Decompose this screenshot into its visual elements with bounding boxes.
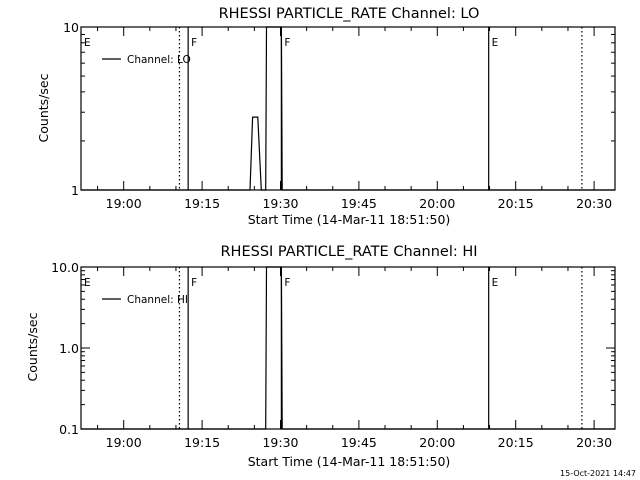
- y-axis-label: Counts/sec: [25, 312, 40, 381]
- axes: 19:00 19:15 19:30 19:45 20:00 20:15 20:30 0.1 1.…: [51, 260, 616, 450]
- data-series: [81, 26, 615, 191]
- event-label: E: [84, 37, 91, 49]
- x-tick-label: 20:15: [498, 435, 534, 450]
- event-label: E: [492, 37, 499, 49]
- x-tick-label: 20:15: [498, 196, 534, 211]
- x-tick-label: 19:30: [262, 435, 298, 450]
- plot-frame: [80, 266, 616, 430]
- legend: Channel: HI: [102, 294, 188, 306]
- axes: 19:00 19:15 19:30 19:45 20:00 20:15 20:30 1 10: [63, 20, 616, 211]
- event-label: F: [191, 277, 197, 289]
- event-label: E: [84, 277, 91, 289]
- y-tick-label: 0.1: [59, 422, 79, 437]
- lo-channel-panel: RHESSI PARTICLE_RATE Channel: LO Start T…: [36, 6, 616, 227]
- data-series: [81, 266, 615, 430]
- x-tick-label: 19:45: [341, 196, 377, 211]
- y-tick-label: 1.0: [59, 341, 79, 356]
- y-tick-label: 10: [63, 20, 79, 35]
- series-line: [81, 266, 615, 430]
- legend-label: Channel: LO: [127, 54, 191, 66]
- hi-channel-panel: RHESSI PARTICLE_RATE Channel: HI Start T…: [25, 244, 616, 469]
- event-label: F: [284, 37, 290, 49]
- y-axis-label: Counts/sec: [36, 73, 51, 142]
- legend: Channel: LO: [102, 54, 191, 66]
- x-axis-label: Start Time (14-Mar-11 18:51:50): [248, 454, 451, 469]
- y-tick-label: 10.0: [51, 260, 79, 275]
- event-label: F: [191, 37, 197, 49]
- x-tick-label: 19:15: [184, 435, 220, 450]
- x-tick-label: 20:30: [576, 435, 612, 450]
- y-tick-label: 1: [71, 183, 79, 198]
- legend-label: Channel: HI: [127, 294, 188, 306]
- plot-frame: [80, 26, 616, 191]
- x-tick-label: 20:00: [419, 435, 455, 450]
- x-tick-label: 19:00: [106, 435, 142, 450]
- x-tick-label: 20:00: [419, 196, 455, 211]
- chart-title: RHESSI PARTICLE_RATE Channel: LO: [219, 6, 480, 22]
- event-label: E: [492, 277, 499, 289]
- x-tick-label: 19:15: [184, 196, 220, 211]
- event-label: F: [284, 277, 290, 289]
- x-tick-label: 20:30: [576, 196, 612, 211]
- x-axis-label: Start Time (14-Mar-11 18:51:50): [248, 212, 451, 227]
- series-line: [81, 26, 615, 191]
- footer-timestamp: 15-Oct-2021 14:47: [560, 469, 636, 478]
- x-tick-label: 19:45: [341, 435, 377, 450]
- chart-title: RHESSI PARTICLE_RATE Channel: HI: [220, 244, 477, 260]
- x-tick-label: 19:00: [106, 196, 142, 211]
- x-tick-label: 19:30: [262, 196, 298, 211]
